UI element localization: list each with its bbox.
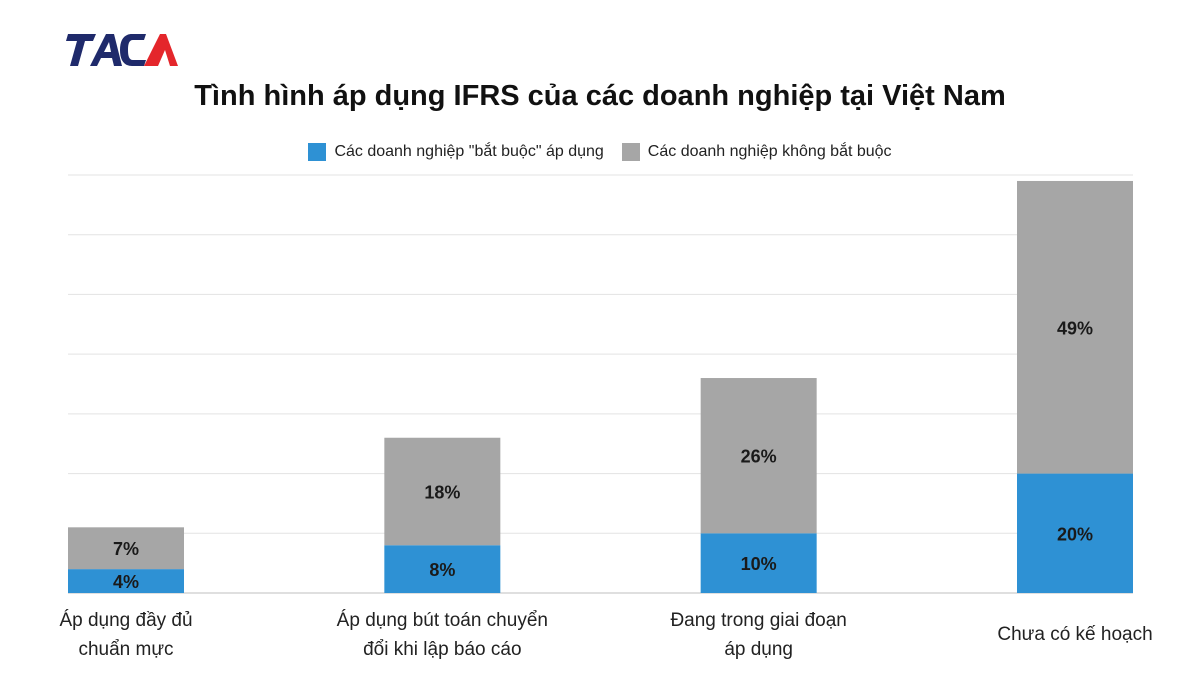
legend-item-optional: Các doanh nghiệp không bắt buộc [621,143,892,161]
x-tick-label-line: Áp dụng đầy đủ [59,610,193,631]
data-label: 4% [113,572,139,592]
data-label: 26% [741,447,777,467]
bar-segment-optional [68,527,184,570]
data-label: 8% [429,560,455,580]
bar-segment-mandatory [384,545,501,593]
data-label: 49% [1057,318,1093,338]
legend-swatch-optional [621,143,640,161]
legend-item-mandatory: Các doanh nghiệp "bắt buộc" áp dụng [308,143,604,161]
x-tick-label: Áp dụng đầy đủ chuẩn mực [6,606,246,664]
bar-segment-optional [384,437,501,546]
x-tick-label-line: Chưa có kế hoạch [997,624,1153,645]
x-tick-label-line: Đang trong giai đoạn [670,610,847,631]
bar-segment-mandatory [1017,473,1133,593]
bar-segment-mandatory [700,533,817,593]
taca-logo [66,30,178,70]
data-label: 18% [424,482,460,502]
legend-label-optional: Các doanh nghiệp không bắt buộc [647,143,892,160]
legend-swatch-mandatory [308,143,327,161]
data-label: 7% [113,539,139,559]
legend: Các doanh nghiệp "bắt buộc" áp dụng Các … [0,143,1200,161]
x-tick-label-line: Áp dụng bút toán chuyển [336,610,548,631]
bar-segment-optional [1017,180,1133,474]
bar-segment-mandatory [68,569,184,593]
bar-segment-optional [700,378,817,534]
x-tick-label: Chưa có kế hoạch [955,620,1195,649]
data-label: 10% [741,554,777,574]
x-tick-label: Đang trong giai đoạn áp dụng [639,606,879,664]
data-label: 20% [1057,524,1093,544]
x-tick-label: Áp dụng bút toán chuyển đổi khi lập báo c… [322,606,562,664]
legend-label-mandatory: Các doanh nghiệp "bắt buộc" áp dụng [334,143,604,160]
chart-title: Tình hình áp dụng IFRS của các doanh ngh… [194,80,1006,112]
x-tick-label-line: chuẩn mực [78,639,174,660]
x-tick-label-line: đổi khi lập báo cáo [363,639,522,660]
x-tick-label-line: áp dụng [724,639,793,660]
